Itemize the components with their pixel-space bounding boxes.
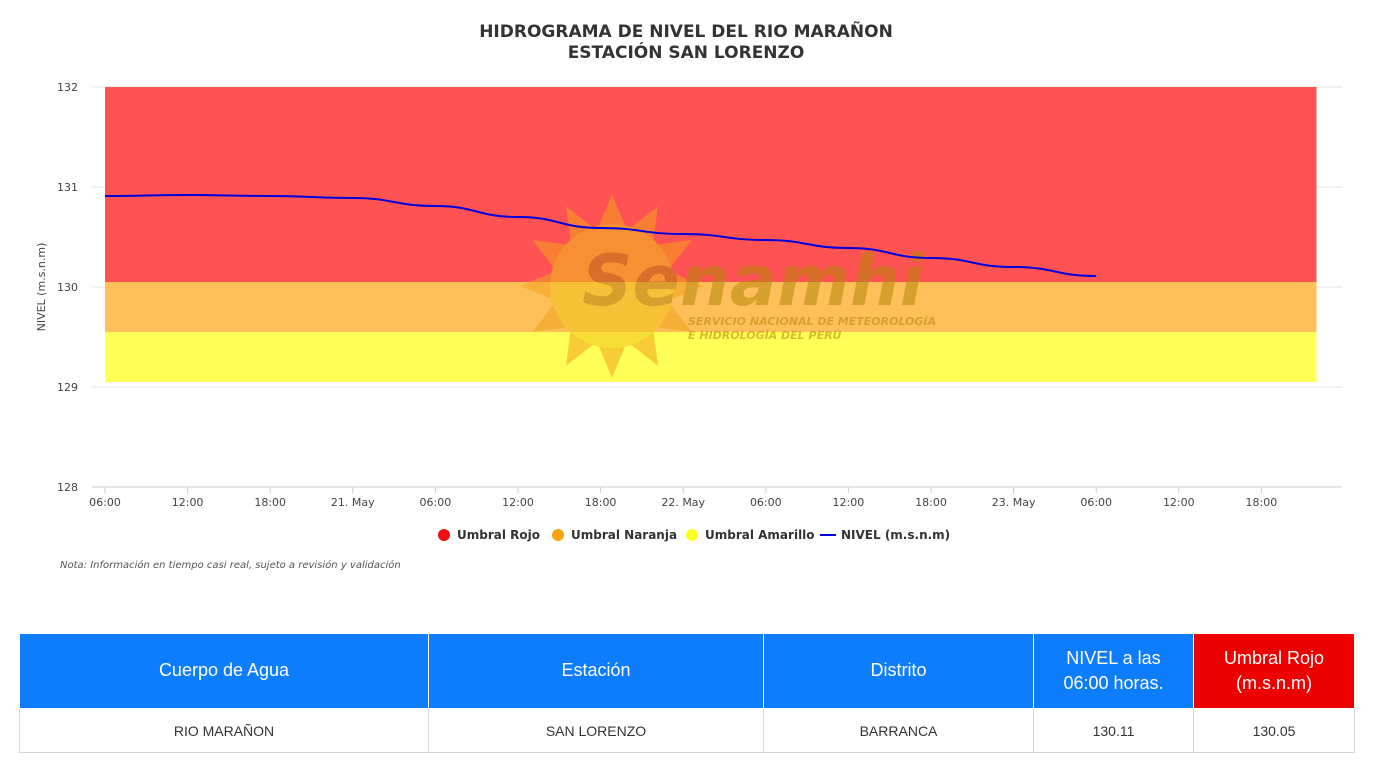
x-tick-label: 22. May [661,496,705,509]
header-cuerpo-de-agua: Cuerpo de Agua [19,633,429,709]
legend-item-umbral-naranja[interactable]: Umbral Naranja [552,528,677,542]
legend-symbol [686,529,698,541]
header-nivel-line2: 06:00 horas. [1063,673,1164,693]
y-tick-label: 131 [57,181,78,194]
series-line-nivel [104,193,1097,277]
legend-symbol [552,529,564,541]
table-header-row: Cuerpo de Agua Estación Distrito NIVEL a… [19,633,1355,709]
x-tick-label: 06:00 [420,496,452,509]
x-tick-label: 21. May [331,496,375,509]
table-row: RIO MARAÑON SAN LORENZO BARRANCA 130.11 … [19,708,1355,753]
series-layer [104,193,1097,277]
band-umbral-rojo [105,87,1317,282]
x-tick-label: 12:00 [833,496,865,509]
header-estacion: Estación [428,633,764,709]
header-umbral-line1: Umbral Rojo [1223,647,1325,668]
cell-nivel: 130.11 [1033,708,1194,753]
y-tick-label: 132 [57,81,78,94]
x-tick-label: 06:00 [1080,496,1112,509]
y-axis-title: NIVEL (m.s.n.m) [35,243,48,332]
header-umbral-line2: (m.s.n.m) [1236,673,1312,693]
axes: 128 129 130 131 132 06:00 12:00 18:00 21. May 06:… [57,81,1342,509]
x-tick-label: 18:00 [915,496,947,509]
senamhi-watermark-logo: Senamhi SERVICIO NACIONAL DE METEOROLOGÍ… [520,194,936,378]
chart-title: HIDROGRAMA DE NIVEL DEL RIO MARAÑON [479,19,893,42]
legend-label: Umbral Naranja [571,528,677,542]
legend-label: Umbral Amarillo [705,528,815,542]
x-tick-label: 12:00 [1163,496,1195,509]
legend-item-umbral-rojo[interactable]: Umbral Rojo [438,528,540,542]
chart-note: Nota: Información en tiempo casi real, s… [60,559,401,571]
legend-label: NIVEL (m.s.n.m) [841,528,950,542]
cell-cuerpo-de-agua: RIO MARAÑON [19,708,429,753]
threshold-bands [105,87,1317,382]
band-umbral-amarillo [105,332,1317,382]
x-tick-label: 23. May [992,496,1036,509]
y-tick-label: 130 [57,281,78,294]
watermark-line2: E HIDROLOGÍA DEL PERÚ [688,329,842,342]
x-tick-label: 18:00 [1246,496,1278,509]
legend-symbol [438,529,450,541]
band-umbral-naranja [105,282,1317,332]
x-tick-label: 06:00 [89,496,121,509]
chart-subtitle: ESTACIÓN SAN LORENZO [568,41,805,63]
y-tick-label: 129 [57,381,78,394]
legend-item-nivel-m-s-n-m[interactable]: NIVEL (m.s.n.m) [820,528,950,542]
cell-estacion: SAN LORENZO [428,708,764,753]
header-distrito: Distrito [763,633,1034,709]
header-umbral-rojo: Umbral Rojo (m.s.n.m) [1193,633,1355,709]
legend-item-umbral-amarillo[interactable]: Umbral Amarillo [686,528,815,542]
watermark-line1: SERVICIO NACIONAL DE METEOROLOGÍA [688,315,936,328]
y-tick-label: 128 [57,481,78,494]
header-nivel: NIVEL a las 06:00 horas. [1033,633,1194,709]
x-tick-label: 06:00 [750,496,782,509]
x-tick-label: 12:00 [172,496,204,509]
x-tick-label: 12:00 [502,496,534,509]
x-tick-label: 18:00 [585,496,617,509]
cell-umbral-rojo: 130.05 [1193,708,1355,753]
watermark-brand: Senamhi [582,240,925,322]
station-summary-table: Cuerpo de Agua Estación Distrito NIVEL a… [19,633,1355,753]
cell-distrito: BARRANCA [763,708,1034,753]
legend-label: Umbral Rojo [457,528,540,542]
legend[interactable]: Umbral Rojo Umbral Naranja Umbral Amarillo… [438,528,950,542]
header-nivel-line1: NIVEL a las [1066,647,1161,668]
hydrograph-chart: HIDROGRAMA DE NIVEL DEL RIO MARAÑON ESTA… [35,19,1342,571]
x-tick-label: 18:00 [254,496,286,509]
